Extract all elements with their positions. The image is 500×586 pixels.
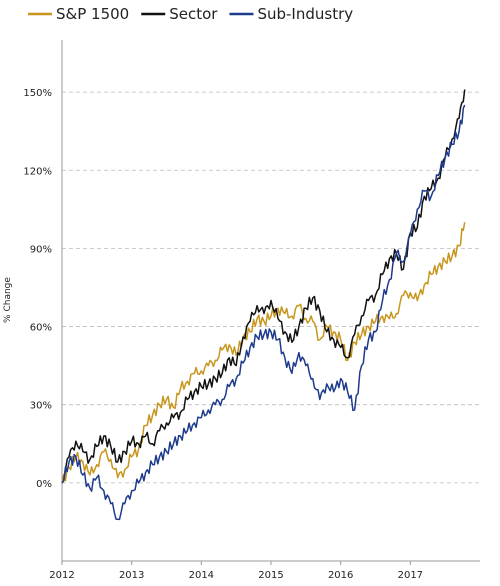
y-tick-labels: 0% 30% 60% 90% 120% 150% — [23, 88, 52, 490]
legend-label: Sub-Industry — [257, 5, 353, 23]
legend-label: Sector — [169, 5, 218, 23]
gridlines — [62, 91, 480, 484]
x-tick-label: 2013 — [119, 570, 144, 581]
y-axis-label: % Change — [3, 277, 13, 323]
y-tick-label: 120% — [23, 166, 52, 177]
series-line-sector — [61, 89, 466, 484]
y-tick-label: 0% — [36, 479, 52, 490]
x-tick-label: 2012 — [49, 570, 74, 581]
y-tick-label: 150% — [23, 88, 52, 99]
legend: S&P 1500 Sector Sub-Industry — [28, 5, 353, 23]
series-line-sub-industry — [61, 104, 466, 521]
x-tick-label: 2017 — [398, 570, 423, 581]
x-tick-label: 2014 — [189, 570, 214, 581]
series-lines — [61, 89, 466, 521]
series-line-s-p-1500 — [61, 222, 466, 484]
x-tick-label: 2015 — [258, 570, 283, 581]
x-tick-labels: 2012 2013 2014 2015 2016 2017 — [49, 561, 423, 581]
x-tick-label: 2016 — [328, 570, 353, 581]
y-tick-label: 90% — [30, 244, 52, 255]
y-tick-label: 30% — [30, 401, 52, 412]
legend-label: S&P 1500 — [56, 5, 129, 23]
y-tick-label: 60% — [30, 323, 52, 334]
